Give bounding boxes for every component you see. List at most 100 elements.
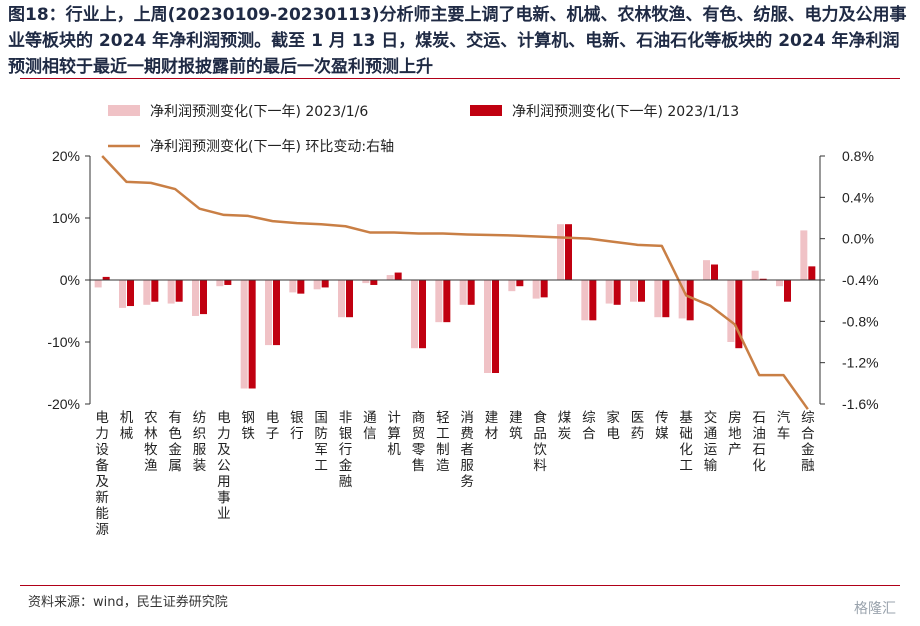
bar-series1 <box>435 280 443 323</box>
bar-series2 <box>492 280 499 373</box>
bar-series2 <box>540 280 548 298</box>
right-tick-label: 0.4% <box>842 189 874 205</box>
bar-series1 <box>727 280 735 342</box>
bar-series2 <box>346 280 353 318</box>
category-label: 电力及公用事业 <box>217 410 231 522</box>
line-series-momchange <box>101 155 809 410</box>
bar-series1 <box>800 230 808 280</box>
left-tick-label: 20% <box>52 148 80 164</box>
bar-series1 <box>192 280 199 316</box>
watermark-logo: 格隆汇 <box>854 601 896 617</box>
category-label: 基础化工 <box>679 409 693 474</box>
bar-series2 <box>516 280 524 287</box>
category-label: 建材 <box>485 410 499 442</box>
right-tick-label: -1.2% <box>842 355 879 371</box>
category-label: 综合金融 <box>801 410 815 474</box>
category-label: 医药 <box>631 410 645 442</box>
bar-series2 <box>784 280 791 302</box>
bar-series2 <box>808 266 816 280</box>
category-label: 国防军工 <box>314 410 328 474</box>
category-label: 汽车 <box>777 410 791 442</box>
bar-series1 <box>703 260 710 280</box>
bar-series1 <box>776 280 783 287</box>
bar-series1 <box>630 280 637 302</box>
bar-series2 <box>127 280 134 307</box>
bar-series1 <box>751 270 759 280</box>
bar-series2 <box>759 278 767 280</box>
category-label: 食品饮料 <box>533 409 547 474</box>
right-tick-label: 0.8% <box>842 148 874 164</box>
category-label: 纺织服装 <box>193 410 207 474</box>
bar-series1 <box>411 280 418 349</box>
category-label: 建筑 <box>509 410 523 442</box>
left-tick-label: -20% <box>47 396 80 412</box>
bar-series2 <box>224 280 232 285</box>
category-label: 电力设备及新能源 <box>95 410 109 538</box>
right-tick-label: -0.4% <box>842 272 879 288</box>
bar-series1 <box>605 280 613 304</box>
bar-series1 <box>484 280 491 373</box>
category-label: 综合 <box>582 410 596 442</box>
bar-series1 <box>654 280 662 318</box>
bar-series2 <box>565 224 572 280</box>
category-label: 非银行金融 <box>339 410 353 490</box>
category-label: 计算机 <box>387 410 401 458</box>
bar-series1 <box>167 280 175 304</box>
source-note: 资料来源：wind，民生证券研究院 <box>28 595 228 610</box>
category-label: 农林牧渔 <box>144 410 158 474</box>
left-tick-label: -10% <box>47 334 80 350</box>
bar-series2 <box>467 280 475 305</box>
bar-series1 <box>240 280 248 389</box>
right-tick-label: -0.8% <box>842 313 879 329</box>
bar-series2 <box>443 280 451 323</box>
bar-series1 <box>508 280 516 292</box>
right-tick-label: -1.6% <box>842 396 879 412</box>
bar-series2 <box>200 280 207 315</box>
bar-series1 <box>265 280 272 346</box>
bar-series2 <box>273 280 280 346</box>
bar-series1 <box>216 280 224 287</box>
category-label: 消费者服务 <box>460 410 474 490</box>
category-label: 交通运输 <box>704 409 718 474</box>
bar-series2 <box>711 264 718 280</box>
bar-series2 <box>175 280 183 302</box>
left-tick-label: 0% <box>60 272 80 288</box>
bar-series2 <box>394 272 402 280</box>
bar-series2 <box>370 280 378 285</box>
bar-series2 <box>686 280 694 321</box>
bar-series2 <box>151 280 159 302</box>
category-label: 机械 <box>120 410 134 442</box>
bar-series2 <box>248 280 256 389</box>
legend-label-line: 净利润预测变化(下一年) 环比变动:右轴 <box>150 139 394 155</box>
category-label: 商贸零售 <box>412 410 426 474</box>
left-tick-label: 10% <box>52 210 80 226</box>
category-label: 传媒 <box>655 410 669 442</box>
legend-swatch-series1 <box>108 105 140 116</box>
bottom-rule <box>20 585 900 586</box>
page-title: 图18：行业上，上周(20230109-20230113)分析师主要上调了电新、… <box>8 5 907 77</box>
legend-label-series1: 净利润预测变化(下一年) 2023/1/6 <box>150 104 368 120</box>
right-tick-label: 0.0% <box>842 231 874 247</box>
bar-series1 <box>557 224 564 280</box>
category-label: 家电 <box>606 409 620 442</box>
bar-series1 <box>313 280 321 290</box>
bar-series1 <box>119 280 126 308</box>
bar-series2 <box>419 280 426 349</box>
bar-series2 <box>321 280 329 288</box>
legend-swatch-series2 <box>470 105 502 116</box>
category-label: 煤炭 <box>558 410 572 442</box>
bar-series2 <box>638 280 645 302</box>
bar-series1 <box>289 280 297 293</box>
bar-series2 <box>102 276 110 280</box>
legend-label-series2: 净利润预测变化(下一年) 2023/1/13 <box>512 104 739 120</box>
category-label: 有色金属 <box>168 410 182 474</box>
bar-series2 <box>613 280 621 305</box>
bar-series1 <box>532 280 540 299</box>
bar-series1 <box>338 280 345 318</box>
category-label: 银行 <box>290 410 304 442</box>
category-label: 房地产 <box>728 410 742 458</box>
category-label: 电子 <box>266 410 280 442</box>
bar-series1 <box>459 280 467 305</box>
bar-series2 <box>589 280 597 321</box>
